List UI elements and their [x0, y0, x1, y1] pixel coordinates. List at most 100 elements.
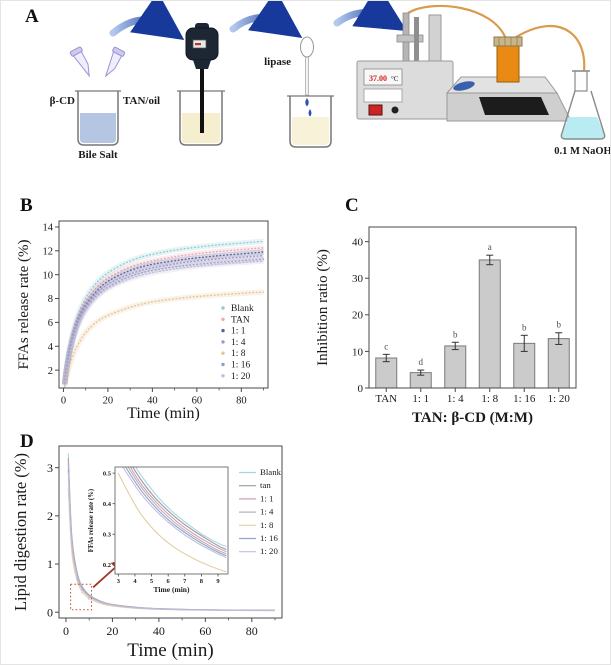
- bar-TAN: [375, 357, 398, 389]
- y-tick-label: 8: [48, 294, 53, 305]
- data-dot: [81, 591, 84, 594]
- significance-letter: a: [488, 242, 492, 252]
- microtube-icon: [69, 46, 126, 78]
- legend-label: 1: 20: [231, 372, 251, 382]
- bar-1: 20: [547, 338, 570, 389]
- y-tick-label: 20: [352, 310, 364, 322]
- inset-series-Blank: [135, 467, 227, 548]
- bile-salt-beaker: [75, 90, 121, 146]
- x-tick-label: 40: [147, 396, 158, 407]
- legend-marker: [221, 351, 225, 355]
- y-tick-label: 3: [47, 461, 53, 475]
- x-tick-label: 20: [106, 624, 118, 638]
- panel-d-chart: 0 20 40 60 80 0 1 2 3 Lipid digestion rate (%) Tim…: [11, 445, 283, 661]
- series-group: [67, 453, 276, 612]
- inset-x-axis-title: Time (min): [154, 585, 190, 594]
- legend-marker: [221, 374, 225, 378]
- significance-letter: b: [453, 329, 458, 339]
- inset-x-tick-label: 4: [133, 578, 137, 585]
- naoh-label: 0.1 M NaOH: [554, 146, 611, 157]
- inset-series-1: 4: [127, 467, 227, 555]
- legend-marker: [221, 328, 225, 333]
- legend-label: 1: 1: [231, 327, 246, 337]
- legend-marker: [221, 362, 225, 367]
- inset-y-tick-label: 0.5: [103, 470, 112, 477]
- data-dot: [76, 583, 79, 585]
- flow-arrow-icon: [109, 1, 407, 40]
- y-tick-label: 10: [43, 270, 54, 281]
- y-tick-label: 14: [43, 223, 54, 234]
- inset-series-tan: [132, 467, 227, 551]
- inset-y-tick-label: 0.4: [103, 501, 112, 508]
- titration-apparatus: [356, 4, 586, 122]
- legend-label: Blank: [231, 304, 254, 314]
- digestion-beaker: [287, 95, 334, 148]
- legend-label: tan: [260, 480, 271, 490]
- inset-series-group: [117, 467, 227, 573]
- legend-label: 1: 1: [260, 493, 273, 503]
- x-tick-label: 1: 1: [412, 393, 429, 405]
- y-tick-label: 6: [48, 318, 53, 329]
- x-tick-label: 80: [236, 396, 247, 407]
- beta-cd-label: β-CD: [50, 95, 75, 107]
- lipase-label: lipase: [264, 56, 291, 68]
- tan-oil-label: TAN/oil: [123, 95, 160, 107]
- plot-frame: [58, 220, 269, 389]
- x-axis-title: Time (min): [127, 405, 200, 422]
- data-dot: [76, 579, 79, 582]
- x-tick-label: 1: 4: [447, 393, 464, 405]
- y-tick-label: 10: [352, 346, 364, 358]
- significance-letter: c: [384, 341, 388, 351]
- legend-label: 1: 16: [260, 533, 278, 543]
- inset-frame: [114, 466, 229, 575]
- y-tick-label: 2: [47, 509, 53, 523]
- x-tick-label: 20: [103, 396, 114, 407]
- temperature-unit: °C: [391, 75, 399, 83]
- inset-x-tick-label: 8: [200, 578, 204, 585]
- inset-y-tick-label: 0.3: [103, 532, 112, 539]
- bar-1: 4: [444, 345, 467, 389]
- y-tick-label: 1: [47, 557, 53, 571]
- significance-letter: b: [522, 322, 527, 332]
- x-tick-label: 1: 16: [513, 393, 536, 405]
- series-line-1: 20: [63, 260, 265, 386]
- legend-label: 1: 4: [260, 507, 274, 517]
- legend-label: 1: 20: [260, 546, 278, 556]
- legend-label: 1: 8: [260, 520, 274, 530]
- legend-marker: [221, 317, 225, 321]
- panel-d-label: D: [20, 431, 34, 452]
- legend-marker: [221, 340, 225, 344]
- plot-frame: [58, 445, 283, 619]
- y-tick-label: 12: [43, 246, 54, 257]
- inset-series-1: 16: [124, 467, 227, 557]
- inset-x-tick-label: 5: [150, 578, 154, 585]
- significance-letter: b: [557, 320, 562, 330]
- x-tick-label: 80: [246, 624, 258, 638]
- bile-salt-label: Bile Salt: [78, 149, 118, 161]
- temperature-readout: 37.00: [369, 74, 387, 83]
- data-dot: [88, 598, 91, 600]
- y-tick-label: 4: [48, 342, 54, 353]
- series-line-1: 8: [63, 291, 265, 388]
- inset-series-1: 1: [129, 467, 227, 553]
- y-axis-title: FFAs release rate (%): [16, 239, 32, 369]
- inset-series-1: 20: [122, 467, 227, 559]
- inset-x-tick-label: 3: [117, 578, 121, 585]
- x-tick-label: 60: [199, 624, 211, 638]
- x-tick-label: 0: [61, 396, 66, 407]
- inset-y-axis-title: FFAs release rate (%): [88, 489, 95, 552]
- legend-marker: [221, 306, 225, 310]
- y-tick-label: 30: [352, 273, 364, 285]
- y-tick-label: 2: [48, 366, 53, 377]
- series-line-1: 20: [67, 472, 276, 612]
- x-tick-label: 1: 20: [548, 393, 571, 405]
- y-axis-title: Inhibition ratio (%): [315, 249, 331, 366]
- y-tick-label: 0: [47, 605, 53, 619]
- significance-letter: d: [419, 357, 424, 367]
- inset-series-1: 8: [117, 472, 227, 573]
- series-group: [61, 238, 265, 388]
- inset-y-tick-label: 0.2: [103, 562, 111, 569]
- data-dot: [88, 596, 91, 599]
- x-tick-label: 1: 8: [481, 393, 498, 405]
